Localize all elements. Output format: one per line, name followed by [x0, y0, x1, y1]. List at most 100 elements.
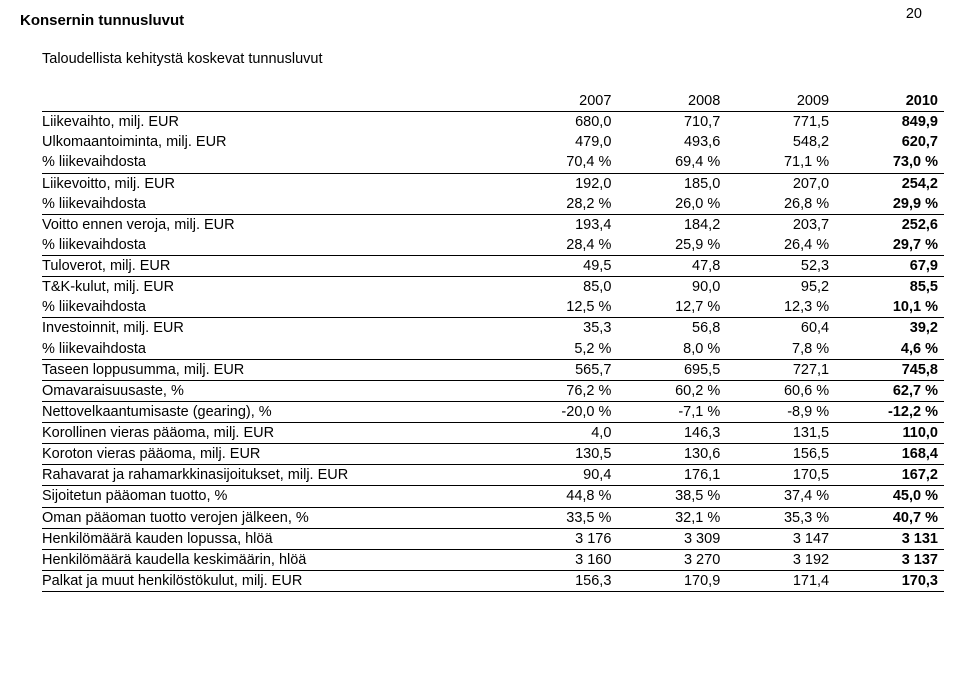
row-value: 727,1 — [726, 359, 835, 380]
row-value: 171,4 — [726, 570, 835, 591]
row-value: 170,5 — [726, 465, 835, 486]
row-value: 3 137 — [835, 549, 944, 570]
row-value: 33,5 % — [509, 507, 618, 528]
table-row: % liikevaihdosta12,5 %12,7 %12,3 %10,1 % — [42, 297, 944, 318]
row-value: 184,2 — [617, 214, 726, 235]
row-value: 8,0 % — [617, 339, 726, 360]
row-value: 10,1 % — [835, 297, 944, 318]
row-value: 620,7 — [835, 132, 944, 152]
row-value: 192,0 — [509, 173, 618, 194]
table-row: % liikevaihdosta70,4 %69,4 %71,1 %73,0 % — [42, 152, 944, 173]
row-value: 3 270 — [617, 549, 726, 570]
row-value: 76,2 % — [509, 380, 618, 401]
table-row: Oman pääoman tuotto verojen jälkeen, %33… — [42, 507, 944, 528]
row-label: Rahavarat ja rahamarkkinasijoitukset, mi… — [42, 465, 509, 486]
row-value: 203,7 — [726, 214, 835, 235]
row-value: 70,4 % — [509, 152, 618, 173]
row-value: 168,4 — [835, 444, 944, 465]
row-value: 12,3 % — [726, 297, 835, 318]
row-value: 37,4 % — [726, 486, 835, 507]
row-value: -20,0 % — [509, 401, 618, 422]
row-value: 29,7 % — [835, 235, 944, 256]
table-row: Korollinen vieras pääoma, milj. EUR4,014… — [42, 423, 944, 444]
table-row: T&K-kulut, milj. EUR85,090,095,285,5 — [42, 277, 944, 298]
row-value: 3 176 — [509, 528, 618, 549]
table-row: Henkilömäärä kauden lopussa, hlöä3 1763 … — [42, 528, 944, 549]
table-header-row: 2007 2008 2009 2010 — [42, 91, 944, 112]
row-value: 12,5 % — [509, 297, 618, 318]
row-value: 254,2 — [835, 173, 944, 194]
row-value: 170,9 — [617, 570, 726, 591]
row-value: 45,0 % — [835, 486, 944, 507]
row-value: 47,8 — [617, 256, 726, 277]
row-value: -8,9 % — [726, 401, 835, 422]
table-row: Liikevaihto, milj. EUR680,0710,7771,5849… — [42, 112, 944, 133]
row-label: % liikevaihdosta — [42, 235, 509, 256]
table-row: Koroton vieras pääoma, milj. EUR130,5130… — [42, 444, 944, 465]
row-value: 4,6 % — [835, 339, 944, 360]
row-value: 3 309 — [617, 528, 726, 549]
row-value: 25,9 % — [617, 235, 726, 256]
row-value: 90,0 — [617, 277, 726, 298]
row-value: 73,0 % — [835, 152, 944, 173]
row-value: 167,2 — [835, 465, 944, 486]
row-value: 35,3 — [509, 318, 618, 339]
row-value: 62,7 % — [835, 380, 944, 401]
row-value: 252,6 — [835, 214, 944, 235]
table-row: Omavaraisuusaste, %76,2 %60,2 %60,6 %62,… — [42, 380, 944, 401]
row-value: 32,1 % — [617, 507, 726, 528]
row-label: Ulkomaantoiminta, milj. EUR — [42, 132, 509, 152]
row-value: 49,5 — [509, 256, 618, 277]
row-value: 131,5 — [726, 423, 835, 444]
row-value: 4,0 — [509, 423, 618, 444]
row-value: 26,8 % — [726, 194, 835, 215]
table-row: Liikevoitto, milj. EUR192,0185,0207,0254… — [42, 173, 944, 194]
row-value: 710,7 — [617, 112, 726, 133]
row-label: Koroton vieras pääoma, milj. EUR — [42, 444, 509, 465]
row-value: 680,0 — [509, 112, 618, 133]
table-row: Sijoitetun pääoman tuotto, %44,8 %38,5 %… — [42, 486, 944, 507]
financials-table: 2007 2008 2009 2010 Liikevaihto, milj. E… — [42, 91, 944, 592]
row-value: 5,2 % — [509, 339, 618, 360]
row-label: % liikevaihdosta — [42, 339, 509, 360]
row-value: 156,5 — [726, 444, 835, 465]
row-value: 548,2 — [726, 132, 835, 152]
table-row: % liikevaihdosta28,4 %25,9 %26,4 %29,7 % — [42, 235, 944, 256]
heading-main: Konsernin tunnusluvut — [20, 12, 922, 29]
row-value: 156,3 — [509, 570, 618, 591]
row-value: 40,7 % — [835, 507, 944, 528]
row-label: Investoinnit, milj. EUR — [42, 318, 509, 339]
row-value: 565,7 — [509, 359, 618, 380]
header-blank — [42, 91, 509, 112]
row-value: 7,8 % — [726, 339, 835, 360]
row-value: 67,9 — [835, 256, 944, 277]
row-value: 146,3 — [617, 423, 726, 444]
header-year-1: 2008 — [617, 91, 726, 112]
row-value: 52,3 — [726, 256, 835, 277]
row-label: Taseen loppusumma, milj. EUR — [42, 359, 509, 380]
row-value: 3 160 — [509, 549, 618, 570]
row-label: Henkilömäärä kaudella keskimäärin, hlöä — [42, 549, 509, 570]
table-row: % liikevaihdosta5,2 %8,0 %7,8 %4,6 % — [42, 339, 944, 360]
row-value: 44,8 % — [509, 486, 618, 507]
row-value: 69,4 % — [617, 152, 726, 173]
row-value: 3 131 — [835, 528, 944, 549]
row-label: Voitto ennen veroja, milj. EUR — [42, 214, 509, 235]
row-value: 3 192 — [726, 549, 835, 570]
row-value: 29,9 % — [835, 194, 944, 215]
row-value: 170,3 — [835, 570, 944, 591]
table-row: Voitto ennen veroja, milj. EUR193,4184,2… — [42, 214, 944, 235]
header-year-2: 2009 — [726, 91, 835, 112]
row-value: 176,1 — [617, 465, 726, 486]
row-value: 12,7 % — [617, 297, 726, 318]
row-value: 493,6 — [617, 132, 726, 152]
row-label: Omavaraisuusaste, % — [42, 380, 509, 401]
row-value: 38,5 % — [617, 486, 726, 507]
row-value: 85,0 — [509, 277, 618, 298]
row-value: 39,2 — [835, 318, 944, 339]
table-row: Nettovelkaantumisaste (gearing), %-20,0 … — [42, 401, 944, 422]
row-label: Henkilömäärä kauden lopussa, hlöä — [42, 528, 509, 549]
row-value: 193,4 — [509, 214, 618, 235]
row-value: 60,6 % — [726, 380, 835, 401]
heading-sub: Taloudellista kehitystä koskevat tunnusl… — [42, 51, 922, 67]
